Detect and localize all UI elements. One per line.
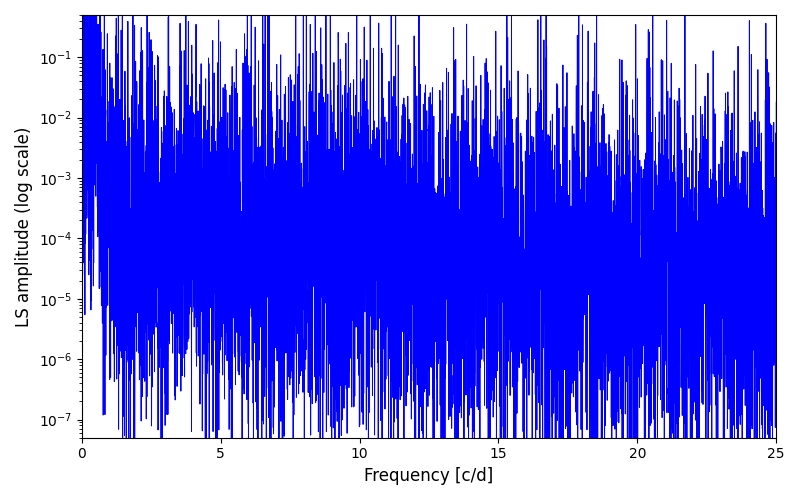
X-axis label: Frequency [c/d]: Frequency [c/d] <box>364 467 494 485</box>
Y-axis label: LS amplitude (log scale): LS amplitude (log scale) <box>15 126 33 326</box>
